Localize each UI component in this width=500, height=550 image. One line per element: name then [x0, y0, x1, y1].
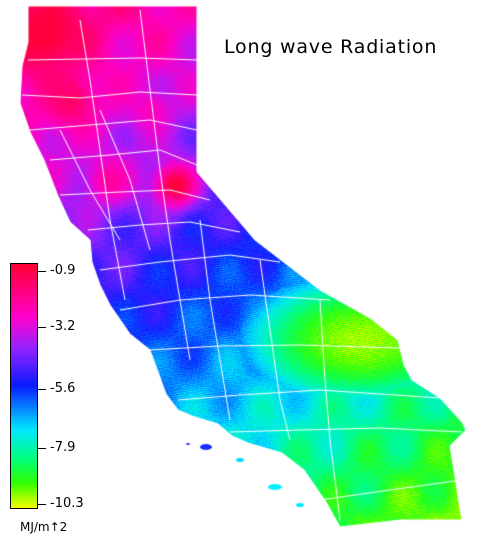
legend-label-3: -5.6: [50, 381, 76, 396]
map-title: Long wave Radiation: [224, 36, 438, 58]
legend-tick-2: [38, 327, 46, 328]
legend-tick-3: [38, 389, 46, 390]
legend-label-2: -3.2: [50, 319, 76, 334]
legend-label-min: -10.3: [50, 496, 84, 511]
legend-unit: MJ/m↑2: [20, 520, 68, 534]
legend-color-bar: [10, 263, 38, 509]
legend-tick-max: [38, 271, 46, 272]
legend-tick-min: [38, 504, 46, 505]
legend-tick-4: [38, 448, 46, 449]
legend-label-4: -7.9: [50, 440, 76, 455]
legend-label-max: -0.9: [50, 263, 76, 278]
